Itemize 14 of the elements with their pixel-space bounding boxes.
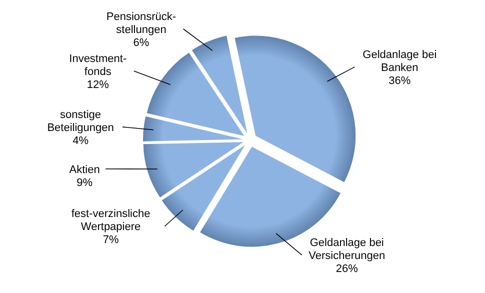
slice-label: fest-verzinsliche Wertpapiere — [71, 208, 150, 234]
slice-label: Geldanlage bei Banken — [362, 48, 437, 74]
data-label: 36% — [388, 74, 411, 87]
data-label: 12% — [86, 79, 110, 92]
data-label: 6% — [133, 36, 150, 49]
slice-label: Pensionsrück- stellungen — [106, 10, 176, 36]
data-label: 7% — [102, 234, 119, 246]
data-label: 9% — [76, 176, 93, 189]
data-label: 4% — [72, 134, 89, 147]
slice-label: Investment- fonds — [69, 53, 127, 78]
slice-label: sonstige Beteiligungen — [47, 108, 114, 134]
slice-label: Aktien — [69, 164, 100, 176]
slice-label: Geldanlage bei Versicherungen — [308, 237, 386, 262]
data-label: 26% — [336, 263, 358, 276]
